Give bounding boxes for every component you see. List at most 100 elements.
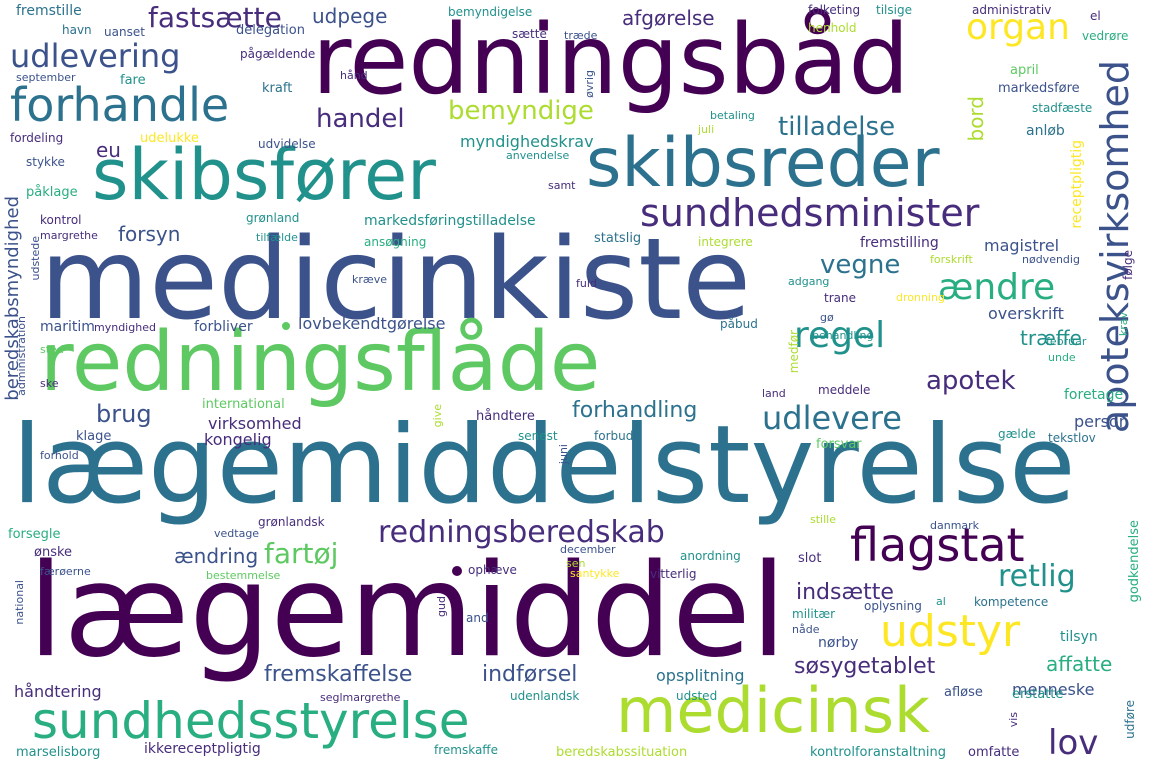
word: vitterlig <box>650 567 697 581</box>
word: receptpligtig <box>1069 140 1085 229</box>
word: kraft <box>262 81 293 96</box>
word: færøerne <box>40 565 91 578</box>
word: vedrøre <box>1082 29 1129 43</box>
word: påbud <box>720 317 758 331</box>
word: følge <box>1121 250 1135 280</box>
word: betaling <box>710 109 755 122</box>
word: afgørelse <box>622 6 715 30</box>
word: krav <box>1117 312 1130 337</box>
word: gælde <box>998 427 1036 441</box>
word: markedsføre <box>998 81 1080 96</box>
word: fremstille <box>16 3 82 19</box>
word: statslig <box>594 231 642 246</box>
word: oplysning <box>864 599 922 613</box>
word: udelukke <box>140 131 199 146</box>
word: marselisborg <box>16 745 101 760</box>
word: dronning <box>896 291 945 304</box>
word: fare <box>120 73 146 88</box>
word: senest <box>518 429 558 443</box>
word: national <box>13 580 26 625</box>
word: april <box>1010 63 1039 78</box>
word: september <box>16 71 76 84</box>
dot-mark <box>282 322 290 330</box>
word: give <box>431 404 444 428</box>
word: december <box>560 543 616 556</box>
word: bemyndige <box>448 96 594 126</box>
word: havn <box>62 23 92 37</box>
word: myndighedskrav <box>460 132 594 151</box>
word: sundhedsstyrelse <box>32 692 470 750</box>
word: markedsføringstilladelse <box>364 213 536 229</box>
word: organ <box>966 7 1070 48</box>
word: sundhedsminister <box>640 191 980 235</box>
word: forhold <box>40 449 79 462</box>
word: fartøj <box>264 537 339 570</box>
word: nørby <box>818 635 859 651</box>
word: træde <box>564 29 598 42</box>
dot-mark <box>452 566 462 576</box>
word: erstatte <box>1012 687 1064 702</box>
word: lovbekendtgørelse <box>298 314 446 333</box>
word: juli <box>698 123 715 136</box>
word: medfør <box>787 330 801 374</box>
word: afløse <box>944 685 983 700</box>
word: administrativ <box>972 3 1052 17</box>
word: grønlandsk <box>258 515 325 529</box>
word: skibsfører <box>92 134 436 216</box>
word: person <box>1074 412 1129 431</box>
word: uanset <box>104 25 145 39</box>
word: redningsflåde <box>40 315 601 410</box>
word: ændring <box>174 544 259 568</box>
word: folketing <box>808 3 861 17</box>
word: maritim <box>40 319 95 335</box>
word: behandling <box>812 329 874 342</box>
word: integrere <box>698 235 753 249</box>
word: omfatte <box>968 745 1020 760</box>
word: juni <box>557 444 570 465</box>
word: kongelig <box>204 430 272 449</box>
word: fastsætte <box>148 1 282 34</box>
word: bestemmelse <box>206 569 281 582</box>
word: udføre <box>1123 700 1137 739</box>
word: ske <box>40 377 59 390</box>
word: redningsberedskab <box>378 515 665 550</box>
word: kontrol <box>40 213 82 227</box>
word: eu <box>96 138 121 162</box>
word: land <box>762 387 786 400</box>
word: nødvendig <box>1022 253 1080 266</box>
word: affatte <box>1046 652 1113 676</box>
word: stykke <box>26 155 65 169</box>
word: håndtere <box>476 409 535 424</box>
word: lægemiddel <box>28 537 787 686</box>
word: adgang <box>788 275 830 288</box>
word: kræve <box>352 273 387 286</box>
word: anløb <box>1026 123 1065 139</box>
word: vis <box>1007 712 1020 728</box>
word: ændre <box>938 267 1056 308</box>
word: bord <box>964 96 988 142</box>
word: øvrig <box>583 70 596 98</box>
word: vedtage <box>214 527 260 540</box>
word: udvidelse <box>258 137 316 151</box>
word: ønske <box>34 545 73 560</box>
word: forbud <box>594 429 634 443</box>
word: virksomhed <box>208 414 302 433</box>
word: gud <box>435 596 448 617</box>
word: udlevere <box>762 399 902 437</box>
word: skibsreder <box>586 124 940 203</box>
word: margrethe <box>40 229 98 242</box>
word: santykke <box>570 567 620 580</box>
word: udenlandsk <box>510 689 580 703</box>
word: danmark <box>930 519 980 532</box>
word: træffe <box>1020 326 1082 350</box>
word: udlevering <box>10 37 181 75</box>
word: godkendelse <box>1127 520 1142 603</box>
word: søsygetablet <box>794 654 936 679</box>
word: redningsbåd <box>312 4 910 116</box>
word: beredskabssituation <box>556 745 688 760</box>
word: opsplitning <box>656 666 745 685</box>
word: påklage <box>26 185 78 200</box>
word: magistrel <box>984 236 1060 255</box>
word: myndighed <box>94 321 156 334</box>
